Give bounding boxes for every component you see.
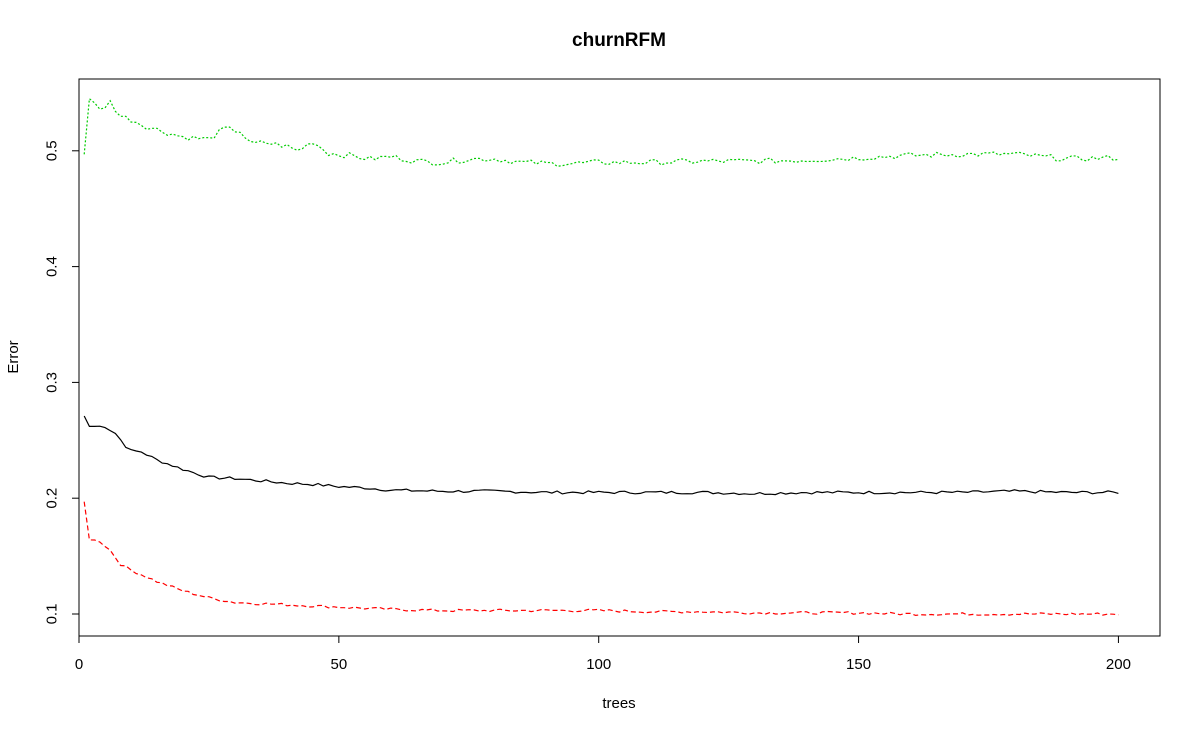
x-tick-label: 0: [75, 656, 83, 673]
error-series-line-dashed: [83, 501, 1119, 617]
x-tick-label: 50: [331, 656, 348, 673]
series-layer: [83, 97, 1119, 617]
x-tick-label: 100: [586, 656, 611, 673]
x-tick-label: 150: [846, 656, 871, 673]
y-tick-label: 0.5: [44, 140, 61, 161]
y-axis: 0.1 0.2 0.3 0.4 0.5: [44, 140, 80, 624]
x-axis-label: trees: [602, 695, 635, 712]
y-tick-label: 0.1: [44, 604, 61, 625]
plot-frame: [78, 78, 1161, 637]
chart-title: churnRFM: [572, 30, 666, 51]
error-series-line-solid: [83, 415, 1119, 496]
y-tick-label: 0.4: [44, 256, 61, 277]
y-tick-label: 0.2: [44, 488, 61, 509]
y-axis-label: Error: [5, 340, 22, 373]
x-tick-label: 200: [1106, 656, 1131, 673]
y-tick-label: 0.3: [44, 372, 61, 393]
x-axis: 0 50 100 150 200: [75, 635, 1131, 673]
error-series-line-dotted: [83, 97, 1119, 167]
